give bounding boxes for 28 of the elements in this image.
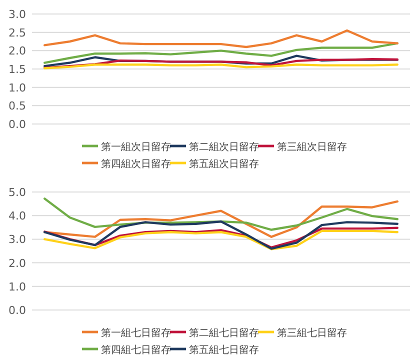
line-series [44,220,398,250]
line-series [44,58,398,69]
y-tick-label: 3.0 [8,233,26,246]
legend-label: 第二組七日留存 [189,327,259,339]
legend-label: 第二組次日留存 [189,141,259,153]
line-series [44,198,398,231]
y-tick-label: 2.5 [8,26,26,40]
y-tick-label: 1.5 [8,63,26,76]
legend-label: 第一組七日留存 [101,327,171,339]
y-tick-label: 3.0 [8,8,26,21]
legend-label: 第一組次日留存 [101,141,171,153]
line-series [44,29,398,48]
legend-label: 第四組次日留存 [101,158,171,170]
y-tick-label: 1.0 [8,81,26,94]
y-tick-label: 1.0 [8,280,26,294]
y-tick-label: 0.0 [8,118,26,131]
legend-label: 第四組七日留存 [101,344,171,356]
legend-label: 第五組七日留存 [189,344,259,356]
legend-label: 第五組次日留存 [189,158,259,170]
y-tick-label: 0.0 [8,304,26,317]
y-tick-label: 0.5 [8,100,26,113]
y-tick-label: 5.0 [8,186,26,199]
y-tick-label: 2.0 [8,256,26,270]
y-tick-label: 2.0 [8,44,26,58]
y-tick-label: 4.0 [8,210,26,223]
legend-label: 第三組七日留存 [277,327,347,339]
legend-label: 第三組次日留存 [277,141,347,153]
line-series [44,42,398,64]
